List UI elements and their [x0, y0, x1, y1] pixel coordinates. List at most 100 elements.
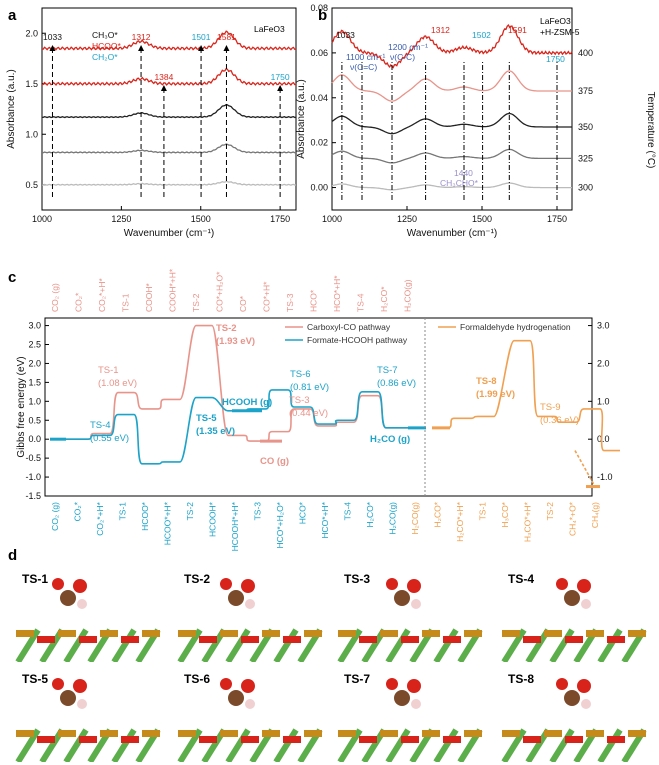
ts-name-label: TS-6	[290, 369, 311, 380]
peak-arrow	[223, 45, 230, 51]
y-tick-label: -1.0	[25, 472, 41, 482]
peak-label: 1501	[192, 32, 211, 42]
bottom-state-label: TS-3	[253, 502, 263, 521]
pathway-formaldehyde-tail	[574, 450, 596, 487]
top-state-label: HCO*	[309, 289, 319, 312]
top-state-label: TS-4	[356, 293, 366, 312]
ts-energy-label: (0.81 eV)	[290, 382, 329, 393]
ts-name-label: TS-1	[98, 365, 119, 376]
bottom-state-label: CH₄(g)	[590, 502, 600, 528]
y-tick-label: 2.0	[25, 28, 38, 38]
ts-structure-label: TS-8	[508, 672, 535, 686]
bottom-state-label: HCOO*+H*	[163, 501, 173, 545]
ts-structure-panel: TS-2	[170, 568, 328, 662]
top-state-label: TS-3	[285, 293, 295, 312]
y-tick-label: 1.0	[28, 396, 41, 406]
ts-name-label: TS-9	[540, 402, 561, 413]
species-label: H₂CO (g)	[370, 434, 410, 445]
panel-a-frame	[41, 7, 297, 211]
panel-b: 1000 1250 1500 1750 0.00 0.02 0.04 0.06 0.08 Wave…	[296, 3, 656, 239]
y-tick-label: 0.08	[310, 3, 328, 13]
peak-arrow	[49, 45, 56, 51]
bottom-state-label: TS-4	[343, 502, 353, 521]
bottom-state-label: HCOO*	[140, 501, 150, 531]
bottom-state-label: TS-2	[545, 502, 555, 521]
y2-tick-label: 3.0	[597, 321, 610, 331]
series-line	[331, 148, 572, 164]
x-axis-title: Wavenumber (cm⁻¹)	[407, 228, 497, 239]
legend-entry: CH₃O*	[92, 30, 118, 40]
ts-structure-panel: TS-6	[170, 668, 328, 762]
bottom-state-label: CO₂ (g)	[50, 502, 60, 531]
molecule-structure-icon	[501, 678, 647, 762]
series-line	[42, 180, 296, 186]
peak-label: 1591	[508, 25, 527, 35]
temperature-label: 325	[578, 153, 593, 163]
chart-title: +H-ZSM-5	[540, 27, 580, 37]
panel-c: -1.5 -1.0 -0.5 0.0 0.5 1.0 1.5 2.0 2.5 3.0 -1.0 0.0…	[16, 268, 620, 551]
peak-label: 1502	[472, 30, 491, 40]
peak-label: 1312	[132, 32, 151, 42]
ts-energy-label: (0.55 eV)	[90, 433, 129, 444]
peak-label: 1033	[43, 32, 62, 42]
top-state-label: CO*+H₂O*	[215, 271, 225, 312]
y2-tick-label: -1.0	[597, 472, 613, 482]
peak-label: 1312	[431, 25, 450, 35]
top-state-label: TS-2	[191, 293, 201, 312]
ts-name-label: TS-8	[476, 376, 497, 387]
peak-arrow	[198, 45, 205, 51]
peak-label: 1384	[154, 72, 173, 82]
top-state-label: CO₂ (g)	[50, 283, 60, 312]
legend-entry: HCOO*	[92, 41, 122, 51]
top-state-label: H₂CO*	[379, 286, 389, 312]
peak-arrow	[160, 85, 167, 91]
y-axis-title: Gibbs free energy (eV)	[16, 356, 27, 457]
ts-name-label: TS-5	[196, 413, 217, 424]
panel-label-b: b	[318, 7, 327, 24]
ts-energy-label: (1.93 eV)	[216, 336, 255, 347]
bottom-state-label: CH₄*+O*	[568, 501, 578, 536]
ts-structure-label: TS-1	[22, 572, 49, 586]
y-tick-label: 1.0	[25, 129, 38, 139]
bottom-state-label: H₂CO*	[365, 501, 375, 527]
ts-structure-label: TS-4	[508, 572, 535, 586]
y2-tick-label: 0.0	[597, 434, 610, 444]
molecule-structure-icon	[501, 578, 647, 662]
series-line	[331, 70, 572, 102]
top-state-label: CO*	[238, 295, 248, 312]
x-tick-label: 1250	[111, 214, 131, 224]
ts-structure-panel: TS-4	[494, 568, 652, 662]
bottom-state-label: CO₂*	[73, 501, 83, 521]
panel-label-c: c	[8, 269, 16, 286]
x-tick-label: 1000	[322, 214, 342, 224]
pathway-formaldehyde	[432, 339, 620, 452]
species-label: HCOOH (g)	[222, 397, 272, 408]
bottom-state-label: H₂CO*+H*	[455, 501, 465, 542]
y-axis-title: Absorbance (a.u.)	[296, 79, 307, 159]
molecule-structure-icon	[15, 578, 161, 662]
ts-structure-label: TS-3	[344, 572, 371, 586]
bottom-state-label: HCOOH*	[208, 501, 218, 537]
series-line	[41, 103, 297, 119]
legend-entry: Formaldehyde hydrogenation	[460, 322, 571, 332]
x-axis-title: Wavenumber (cm⁻¹)	[124, 228, 214, 239]
top-state-label: HCO*+H*	[332, 275, 342, 312]
bottom-state-label: H₂CO(g)	[388, 502, 398, 535]
bottom-state-label: H₃CO*	[500, 501, 510, 527]
y-tick-label: 0.5	[25, 180, 38, 190]
top-state-label: CO₂*+H*	[97, 278, 107, 312]
ts-structure-panel: TS-7	[330, 668, 488, 762]
ts-structure-panel: TS-1	[8, 568, 166, 662]
panel-c-frame	[44, 317, 593, 497]
y2-axis-title: Temperature (°C)	[645, 92, 656, 169]
top-state-label: COOH*	[144, 283, 154, 313]
ts-name-label: TS-7	[377, 365, 398, 376]
y2-tick-label: 1.0	[597, 396, 610, 406]
ts-energy-label: (0.86 eV)	[377, 378, 416, 389]
molecule-structure-icon	[177, 578, 323, 662]
y2-tick-label: 2.0	[597, 358, 610, 368]
y-tick-label: 0.00	[310, 183, 328, 193]
y-tick-label: 0.0	[28, 434, 41, 444]
x-tick-label: 1750	[270, 214, 290, 224]
